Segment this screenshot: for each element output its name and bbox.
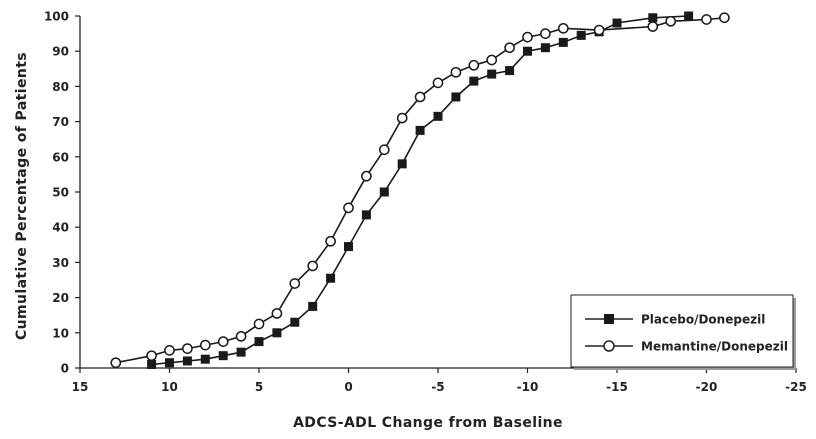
legend-item-memantine: Memantine/Donepezil: [585, 340, 788, 354]
data-point-square: [415, 125, 425, 135]
data-point-square: [236, 347, 246, 357]
data-point-circle: [235, 330, 247, 342]
data-point-square: [433, 111, 443, 121]
data-point-circle: [146, 350, 157, 362]
x-tick-label: -20: [696, 380, 718, 394]
data-point-circle: [378, 144, 390, 156]
legend-item-placebo: Placebo/Donepezil: [585, 313, 765, 327]
x-tick-label: -15: [606, 380, 628, 394]
data-point-square: [487, 69, 497, 79]
legend-marker-circle: [603, 340, 615, 352]
data-point-circle: [450, 66, 462, 78]
data-point-square: [451, 92, 461, 102]
y-tick-label: 20: [52, 291, 69, 305]
data-point-square: [254, 337, 264, 347]
data-point-circle: [414, 91, 426, 103]
data-point-square: [218, 351, 228, 361]
data-point-circle: [182, 343, 193, 354]
legend-label: Memantine/Donepezil: [641, 340, 788, 354]
data-point-square: [469, 76, 479, 86]
data-point-circle: [719, 12, 730, 24]
data-point-circle: [289, 278, 301, 289]
y-tick-label: 10: [52, 326, 69, 340]
y-tick-label: 90: [52, 45, 69, 59]
data-point-circle: [361, 170, 372, 182]
y-axis-title: Cumulative Percentage of Patients: [14, 52, 30, 340]
x-axis-title: ADCS-ADL Change from Baseline: [293, 415, 563, 431]
y-tick-label: 100: [44, 10, 69, 24]
data-point-square: [290, 317, 300, 327]
data-point-circle: [486, 54, 498, 66]
data-point-circle: [504, 42, 515, 54]
x-tick-label: 5: [255, 380, 263, 394]
x-tick-label: 10: [161, 380, 178, 394]
legend: Placebo/Donepezil Memantine/Donepezil: [570, 294, 796, 370]
series-memantine: [110, 12, 730, 369]
data-point-circle: [164, 345, 175, 356]
data-point-square: [361, 210, 371, 220]
data-point-circle: [540, 28, 551, 39]
data-point-circle: [468, 59, 480, 71]
data-point-circle: [307, 260, 319, 272]
series-placebo: [147, 11, 694, 369]
legend-box: [570, 294, 794, 368]
data-point-square: [272, 328, 282, 338]
data-point-square: [576, 30, 586, 40]
legend-marker-square: [604, 314, 614, 324]
y-tick-label: 70: [52, 115, 69, 129]
x-tick-label: 15: [72, 380, 89, 394]
data-point-square: [147, 359, 157, 369]
y-tick-label: 60: [52, 150, 69, 164]
data-point-circle: [343, 202, 354, 214]
x-tick-label: -5: [431, 380, 444, 394]
data-point-circle: [432, 77, 444, 89]
data-point-circle: [522, 31, 533, 43]
data-point-square: [379, 187, 389, 197]
data-point-circle: [396, 112, 408, 124]
data-point-circle: [701, 14, 712, 25]
data-point-circle: [110, 357, 122, 369]
data-point-square: [182, 356, 192, 366]
data-point-circle: [557, 22, 569, 34]
data-point-square: [397, 159, 407, 169]
series-layer: [110, 11, 730, 369]
data-point-circle: [199, 339, 211, 351]
data-point-square: [505, 66, 515, 76]
data-point-circle: [271, 308, 283, 319]
data-point-square: [558, 37, 568, 47]
data-point-circle: [253, 318, 265, 330]
data-point-square: [326, 273, 336, 283]
y-tick-label: 80: [52, 80, 69, 94]
data-point-circle: [217, 336, 229, 347]
data-point-square: [684, 11, 694, 21]
y-tick-label: 30: [52, 256, 69, 270]
data-point-square: [200, 354, 210, 364]
data-point-square: [344, 242, 353, 252]
y-tick-label: 50: [52, 186, 69, 200]
data-point-circle: [593, 24, 605, 36]
data-point-square: [612, 18, 622, 28]
data-point-square: [308, 301, 318, 311]
y-tick-label: 0: [61, 362, 69, 376]
x-tick-label: 0: [344, 380, 352, 394]
data-point-square: [523, 46, 532, 56]
x-tick-label: -25: [785, 380, 807, 394]
data-point-circle: [325, 235, 336, 247]
data-point-square: [648, 13, 658, 23]
data-point-circle: [665, 15, 677, 27]
data-point-square: [540, 43, 550, 53]
data-point-square: [165, 358, 174, 368]
y-tick-label: 40: [52, 221, 69, 235]
data-point-circle: [647, 21, 659, 32]
legend-label: Placebo/Donepezil: [641, 313, 765, 327]
x-tick-label: -10: [517, 380, 539, 394]
